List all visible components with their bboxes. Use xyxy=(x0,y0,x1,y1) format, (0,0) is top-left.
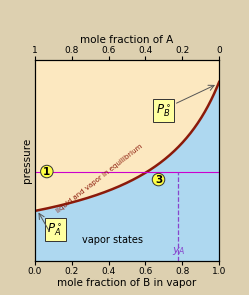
Text: 3: 3 xyxy=(155,175,162,185)
X-axis label: mole fraction of A: mole fraction of A xyxy=(80,35,174,45)
Y-axis label: pressure: pressure xyxy=(22,138,32,183)
Text: $P^\circ_A$: $P^\circ_A$ xyxy=(48,222,63,238)
Text: $y_A$: $y_A$ xyxy=(172,245,186,257)
Polygon shape xyxy=(35,60,219,211)
X-axis label: mole fraction of B in vapor: mole fraction of B in vapor xyxy=(57,278,197,289)
Text: vapor states: vapor states xyxy=(82,235,143,245)
Text: $P^\circ_B$: $P^\circ_B$ xyxy=(156,102,172,119)
Text: liquid and vapor in equilibrium: liquid and vapor in equilibrium xyxy=(55,143,143,214)
Text: 1: 1 xyxy=(43,166,51,176)
